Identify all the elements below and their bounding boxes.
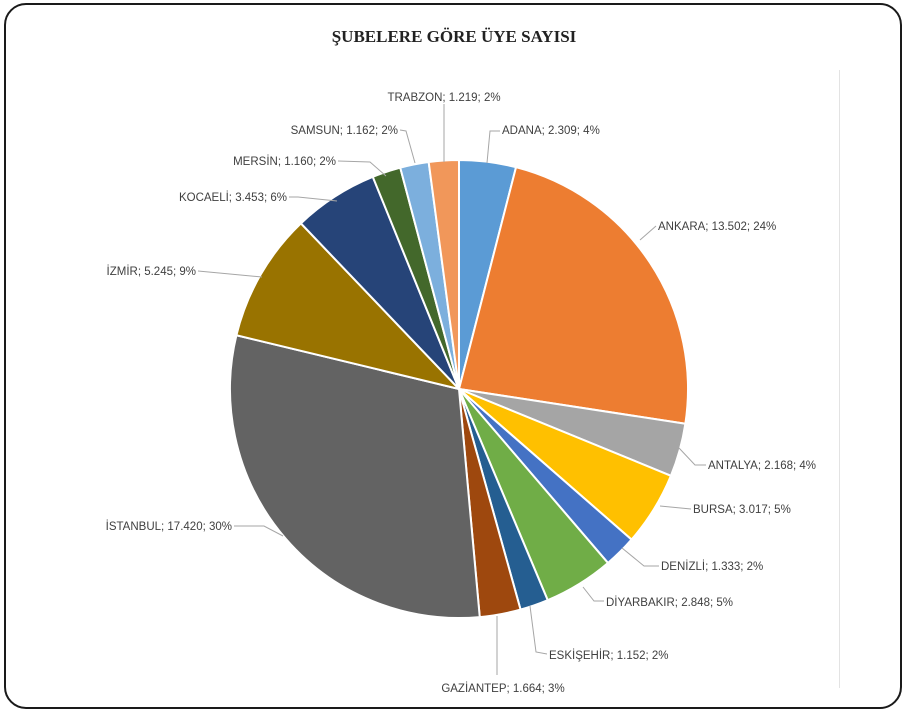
plot-area-border bbox=[839, 70, 840, 688]
pie-slices bbox=[229, 158, 689, 619]
leader-line-9 bbox=[197, 270, 263, 278]
data-label-0: ADANA; 2.309; 4% bbox=[502, 125, 600, 137]
leader-line-0 bbox=[486, 130, 500, 164]
data-label-6: ESKİŞEHİR; 1.152; 2% bbox=[549, 649, 669, 662]
data-label-12: SAMSUN; 1.162; 2% bbox=[291, 125, 398, 137]
leader-line-6 bbox=[529, 605, 548, 655]
data-labels: ADANA; 2.309; 4% ANKARA; 13.502; 24% ANTAL… bbox=[106, 92, 816, 695]
leader-line-8 bbox=[234, 525, 284, 537]
leader-line-1 bbox=[639, 225, 657, 241]
data-label-2: ANTALYA; 2.168; 4% bbox=[708, 460, 816, 472]
data-label-3: BURSA; 3.017; 5% bbox=[693, 504, 791, 516]
pie-slice-1 bbox=[457, 165, 689, 425]
data-label-9: İZMİR; 5.245; 9% bbox=[107, 265, 196, 278]
data-label-11: MERSİN; 1.160; 2% bbox=[233, 155, 336, 168]
leader-line-10 bbox=[289, 196, 338, 202]
leader-line-2 bbox=[678, 447, 706, 466]
chart-title: ŞUBELERE GÖRE ÜYE SAYISI bbox=[331, 27, 577, 46]
pie-slice-9 bbox=[235, 221, 463, 391]
leader-line-11 bbox=[337, 160, 387, 177]
data-label-4: DENİZLİ; 1.333; 2% bbox=[661, 560, 763, 573]
leader-line-3 bbox=[659, 505, 692, 510]
leader-lines bbox=[197, 104, 706, 675]
data-label-1: ANKARA; 13.502; 24% bbox=[658, 221, 776, 233]
data-label-5: DİYARBAKIR; 2.848; 5% bbox=[606, 596, 733, 609]
data-label-8: İSTANBUL; 17.420; 30% bbox=[106, 520, 232, 533]
pie-slice-8 bbox=[229, 334, 481, 619]
data-label-7: GAZİANTEP; 1.664; 3% bbox=[441, 682, 564, 695]
leader-line-5 bbox=[582, 586, 604, 602]
leader-line-4 bbox=[621, 547, 659, 567]
data-label-10: KOCAELİ; 3.453; 6% bbox=[179, 191, 287, 204]
leader-line-12 bbox=[399, 129, 416, 164]
data-label-13: TRABZON; 1.219; 2% bbox=[387, 92, 500, 104]
